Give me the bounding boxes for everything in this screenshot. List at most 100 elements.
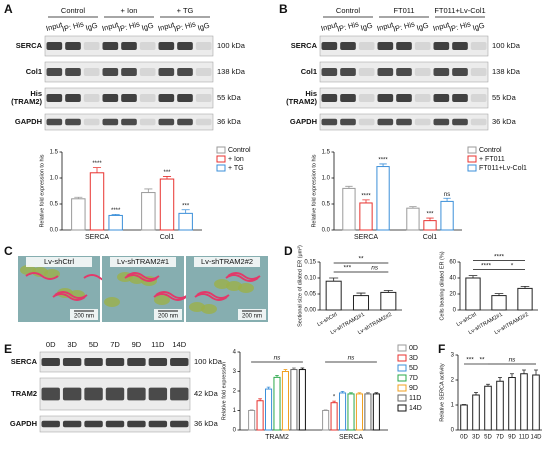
error-bar: [357, 392, 362, 394]
lane-label: IgG: [472, 21, 486, 33]
comparison-label: *: [511, 262, 514, 269]
legend-swatch: [397, 384, 407, 392]
micrograph-label: Lv-shTRAM2#2: [201, 257, 253, 266]
blot-band: [62, 387, 82, 401]
legend-swatch: [467, 155, 477, 163]
blot-band: [340, 68, 356, 76]
blot-band: [121, 42, 137, 50]
bar: [256, 400, 264, 431]
bar: [532, 374, 540, 431]
micrograph-label: Lv-shTRAM2#1: [117, 257, 169, 266]
y-tick-label: 0.10: [304, 276, 316, 282]
lane-label: IP: His: [336, 19, 360, 33]
y-axis-label: Relative SERCA activity: [439, 363, 445, 422]
y-tick-label: 0: [233, 428, 237, 434]
blot-band: [83, 94, 100, 102]
legend-swatch: [467, 146, 477, 154]
comparison-label: **: [479, 357, 485, 364]
blot-band: [46, 118, 63, 126]
error-bar: [362, 199, 370, 203]
blot-band: [46, 42, 63, 50]
bar: [178, 212, 193, 231]
legend-swatch: [397, 354, 407, 362]
blot-band: [102, 118, 119, 126]
row-label: GAPDH: [15, 117, 42, 126]
row-label: His: [305, 89, 317, 98]
bar: [520, 373, 528, 431]
blot-band: [139, 42, 156, 50]
x-tick-label: 9D: [508, 435, 516, 441]
bar: [460, 404, 468, 431]
bar: [465, 277, 481, 311]
error-bar: [275, 375, 279, 378]
comparison-label: ***: [466, 357, 474, 364]
error-bar: [486, 383, 490, 387]
error-bar: [356, 292, 366, 296]
legend-label: + Ion: [228, 156, 244, 163]
error-bar: [74, 196, 83, 199]
row-size: 42 kDa: [194, 389, 219, 398]
blot-band: [127, 387, 146, 401]
blot-band: [170, 420, 189, 428]
row-size: 100 kDa: [217, 41, 246, 50]
legend-label: 9D: [409, 385, 418, 392]
row-label: SERCA: [11, 357, 38, 366]
blot-band: [396, 42, 412, 50]
error-bar: [522, 369, 526, 374]
lane-label: Input: [157, 20, 176, 33]
er-tubule: [52, 293, 86, 301]
error-bar: [249, 409, 254, 411]
blot-band: [105, 420, 125, 428]
lane-label: Input: [376, 20, 395, 33]
legend-swatch: [397, 404, 407, 412]
blot-band: [340, 42, 356, 50]
group-header: Control: [336, 6, 361, 15]
bar: [423, 220, 437, 231]
micrograph-label-bg: [26, 257, 92, 267]
blot-band: [414, 118, 431, 126]
bar: [406, 207, 420, 231]
error-bar: [534, 369, 538, 375]
row-label: GAPDH: [10, 419, 37, 428]
micrograph-label-bg: [194, 257, 260, 267]
error-bar: [374, 392, 379, 394]
error-bar: [366, 392, 370, 394]
scale-bg: [238, 309, 266, 320]
blot-band: [62, 420, 82, 428]
er-tubule: [196, 291, 230, 299]
er-tubule: [225, 274, 259, 282]
blot-band: [340, 118, 356, 126]
blot-band: [170, 387, 189, 401]
legend-label: 14D: [409, 405, 422, 412]
scale-bg: [154, 309, 182, 320]
x-tick-label: SERCA: [339, 434, 363, 441]
legend-label: FT011+Lv-Col1: [479, 165, 527, 172]
blot-band: [433, 94, 450, 102]
legend-swatch: [216, 155, 226, 163]
bar: [347, 393, 355, 431]
blot-band: [127, 420, 146, 428]
bar: [342, 187, 356, 231]
blot-band: [414, 42, 431, 50]
row-label: TRAM2: [11, 389, 37, 398]
blot-band: [452, 118, 468, 126]
bar: [352, 295, 370, 311]
blot-band: [65, 118, 81, 126]
bar: [248, 410, 256, 431]
lane-label: IgG: [85, 21, 99, 33]
blot-band: [433, 68, 450, 76]
blot-band: [321, 118, 338, 126]
significance: ****: [361, 193, 371, 199]
row-size: 100 kDa: [194, 357, 223, 366]
legend-swatch: [397, 344, 407, 352]
bar: [359, 202, 373, 231]
significance: ***: [426, 212, 434, 218]
blot-band: [340, 94, 356, 102]
blot-band: [83, 42, 100, 50]
blot-band: [433, 118, 450, 126]
lane-label: IgG: [416, 21, 430, 33]
error-bar: [426, 217, 434, 221]
bar: [325, 280, 342, 311]
legend-swatch: [397, 364, 407, 372]
y-tick-label: 0.0: [322, 228, 331, 234]
